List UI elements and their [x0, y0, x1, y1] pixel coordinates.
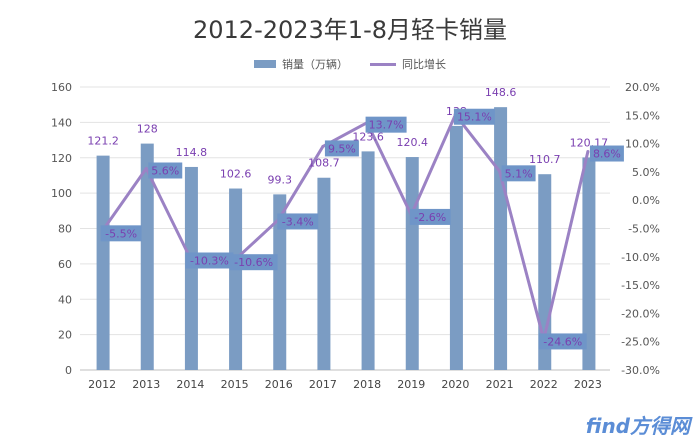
growth-label-box [100, 225, 142, 242]
growth-label: 5.6% [151, 165, 179, 178]
legend-bar-swatch [254, 60, 276, 68]
growth-label-box [148, 162, 183, 179]
y2-tick-label: -5.0% [628, 223, 660, 236]
growth-label-box [409, 208, 451, 225]
y2-tick-label: 20.0% [625, 81, 660, 94]
bar-value-label: 128 [137, 123, 158, 136]
bar [317, 177, 331, 370]
legend-item-growth: 同比增长 [370, 56, 446, 72]
bar [494, 107, 508, 370]
legend-label-growth: 同比增长 [402, 58, 446, 71]
y-tick-label: 60 [58, 258, 72, 271]
bar [273, 194, 287, 370]
line-point [586, 150, 590, 154]
y2-tick-label: -15.0% [621, 279, 660, 292]
bar [96, 155, 110, 370]
legend: 销量（万辆） 同比增长 [0, 56, 700, 72]
y2-tick-label: -10.0% [621, 251, 660, 264]
growth-label-box [185, 252, 234, 269]
x-tick-label: 2021 [486, 378, 514, 391]
watermark-logo: find方得网 [585, 414, 690, 438]
bar-value-label: 121.2 [87, 135, 119, 148]
y2-tick-label: 0.0% [632, 194, 660, 207]
y-tick-label: 160 [51, 81, 72, 94]
growth-label-box [538, 333, 587, 350]
legend-line-swatch [370, 62, 396, 66]
growth-label-box [324, 140, 359, 157]
y-tick-label: 140 [51, 116, 72, 129]
bar [405, 157, 419, 370]
y2-tick-label: 10.0% [625, 138, 660, 151]
growth-label: 8.6% [593, 148, 621, 161]
growth-label: 9.5% [328, 142, 356, 155]
y2-tick-label: 5.0% [632, 166, 660, 179]
y2-tick-label: -20.0% [621, 307, 660, 320]
bar [449, 125, 463, 370]
bar-value-label: 108.7 [308, 157, 340, 170]
growth-label: -10.3% [190, 254, 229, 267]
growth-label: 15.1% [457, 111, 492, 124]
legend-label-sales: 销量（万辆） [282, 58, 348, 71]
y2-tick-label: -30.0% [621, 364, 660, 377]
y2-tick-label: -25.0% [621, 336, 660, 349]
x-tick-label: 2023 [574, 378, 602, 391]
growth-label-box [365, 116, 407, 133]
line-point [321, 144, 325, 148]
bar-value-label: 114.8 [176, 146, 208, 159]
x-tick-label: 2012 [88, 378, 116, 391]
bar [140, 143, 154, 370]
x-tick-label: 2014 [176, 378, 204, 391]
chart-title: 2012-2023年1-8月轻卡销量 [192, 16, 507, 44]
bar-value-label: 102.6 [220, 168, 252, 181]
x-tick-label: 2019 [397, 378, 425, 391]
growth-label-box [589, 145, 624, 162]
bar [229, 188, 243, 370]
y2-tick-label: 15.0% [625, 109, 660, 122]
x-tick-label: 2022 [530, 378, 558, 391]
bar [582, 157, 596, 370]
bar-value-label: 120.4 [397, 136, 429, 149]
growth-label-box [501, 165, 536, 182]
x-tick-label: 2020 [441, 378, 469, 391]
y-tick-label: 40 [58, 293, 72, 306]
growth-label-box [229, 254, 278, 271]
x-tick-label: 2015 [221, 378, 249, 391]
growth-label: 13.7% [369, 119, 404, 132]
y-tick-label: 0 [65, 364, 72, 377]
x-tick-label: 2016 [265, 378, 293, 391]
growth-label-box [453, 108, 495, 125]
line-point [498, 169, 502, 173]
growth-label: -10.6% [234, 256, 273, 269]
bar-value-label: 123.6 [352, 130, 384, 143]
bar-value-label: 148.6 [485, 86, 517, 99]
y-tick-label: 120 [51, 152, 72, 165]
x-tick-label: 2017 [309, 378, 337, 391]
growth-label: -5.5% [105, 227, 137, 240]
growth-label: -24.6% [543, 335, 582, 348]
bar-value-label: 99.3 [268, 173, 293, 186]
bar [361, 151, 375, 370]
legend-item-sales: 销量（万辆） [254, 56, 348, 72]
y-tick-label: 100 [51, 187, 72, 200]
growth-label: -2.6% [414, 211, 446, 224]
growth-label-box [277, 213, 319, 230]
y-tick-label: 20 [58, 329, 72, 342]
growth-label: 5.1% [505, 167, 533, 180]
line-point [144, 167, 148, 171]
growth-label: -3.4% [282, 215, 314, 228]
x-tick-label: 2018 [353, 378, 381, 391]
bar-value-label: 110.7 [529, 153, 561, 166]
y-tick-label: 80 [58, 223, 72, 236]
x-tick-label: 2013 [132, 378, 160, 391]
growth-line [100, 113, 590, 341]
